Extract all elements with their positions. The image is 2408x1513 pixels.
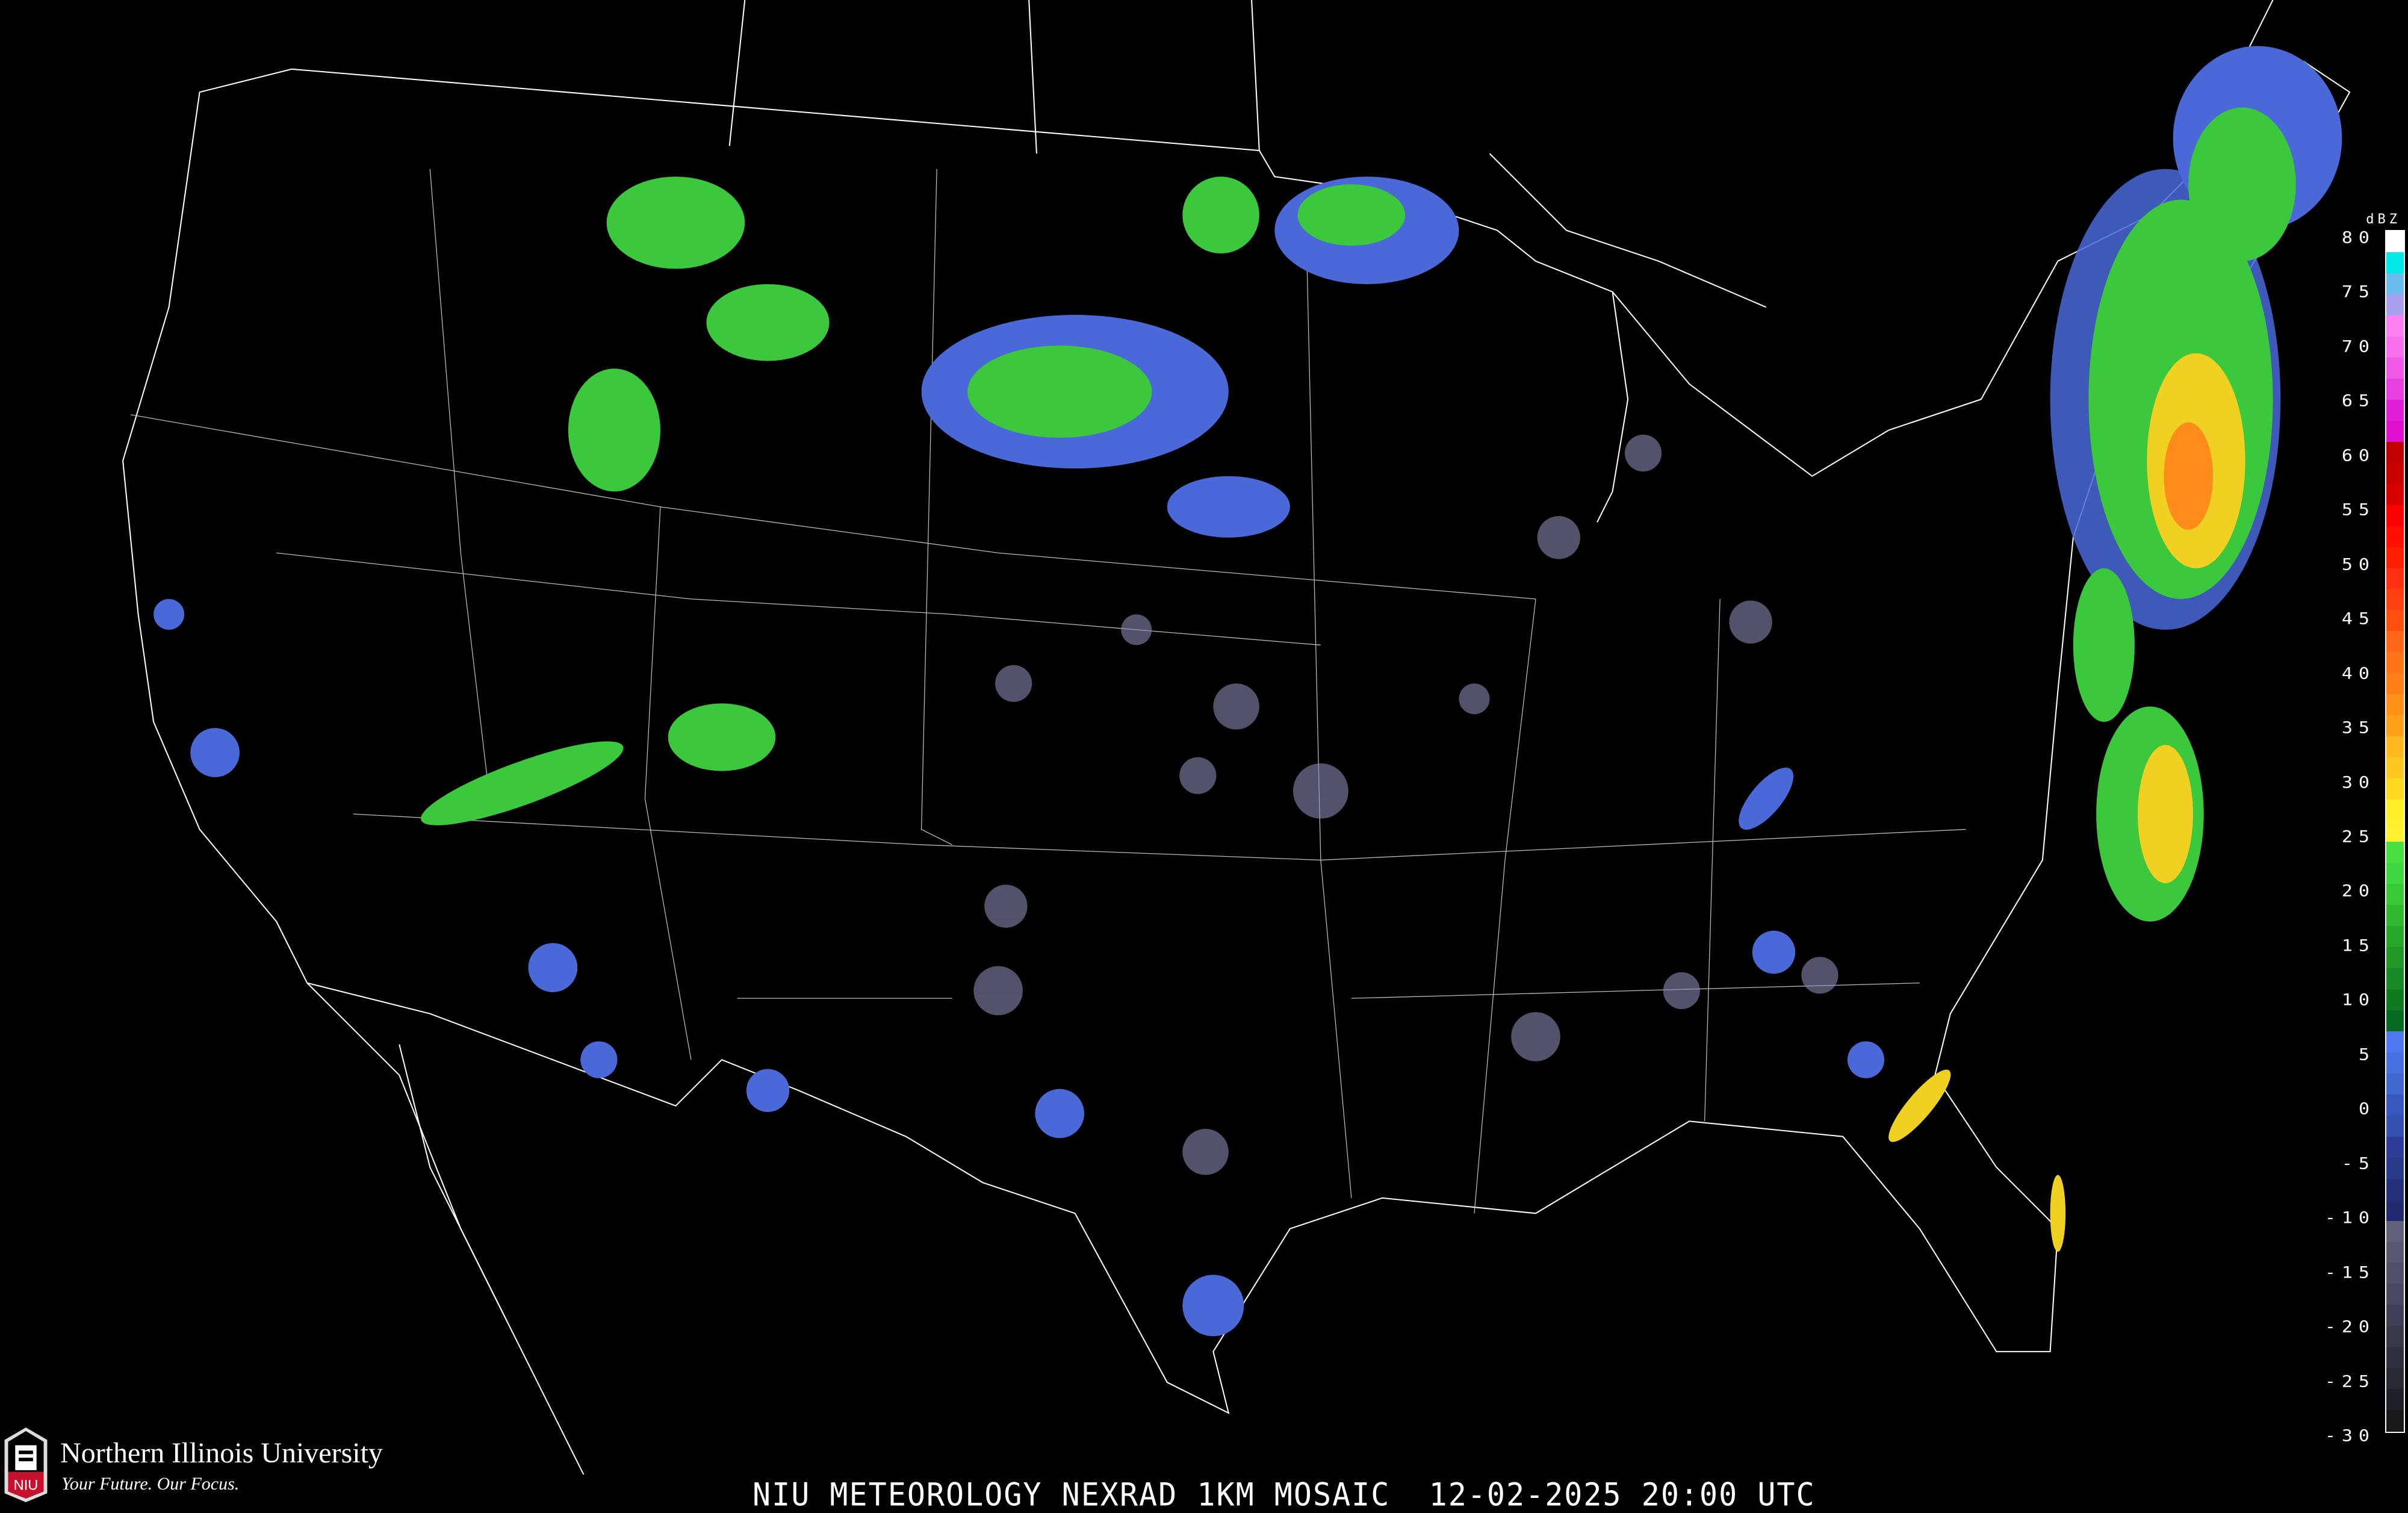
legend-swatch bbox=[2386, 1094, 2404, 1116]
legend-swatch bbox=[2386, 1052, 2404, 1073]
legend-tick-label: -25 bbox=[2324, 1372, 2375, 1391]
legend-swatch bbox=[2386, 1010, 2404, 1031]
legend-swatch bbox=[2386, 1115, 2404, 1137]
legend-swatch bbox=[2386, 989, 2404, 1010]
dbz-legend: dBZ 80 75 70 65 60 55 50 45 40 35 30 25 20 15 10 5 0 -5 -1… bbox=[2312, 205, 2408, 1457]
legend-swatch bbox=[2386, 778, 2404, 800]
legend-tick-label: 30 bbox=[2341, 772, 2375, 792]
legend-tick-label: 15 bbox=[2341, 936, 2375, 955]
legend-swatch bbox=[2386, 736, 2404, 758]
legend-swatch bbox=[2386, 568, 2404, 589]
legend-swatch bbox=[2386, 399, 2404, 421]
niu-shield-icon: NIU bbox=[4, 1427, 48, 1503]
logo-mark: NIU bbox=[14, 1477, 39, 1493]
legend-swatch bbox=[2386, 1284, 2404, 1305]
logo-tagline: Your Future. Our Focus. bbox=[61, 1474, 240, 1494]
legend-tick-label: 25 bbox=[2341, 827, 2375, 847]
legend-unit-label: dBZ bbox=[2366, 212, 2401, 227]
legend-swatch bbox=[2386, 905, 2404, 926]
legend-swatch bbox=[2386, 441, 2404, 463]
legend-swatch bbox=[2386, 526, 2404, 547]
legend-swatch bbox=[2386, 1410, 2404, 1432]
legend-swatch bbox=[2386, 673, 2404, 695]
legend-tick-label: 60 bbox=[2341, 446, 2375, 465]
legend-swatch bbox=[2386, 884, 2404, 905]
legend-tick-label: 45 bbox=[2341, 609, 2375, 629]
legend-tick-label: -15 bbox=[2324, 1263, 2375, 1282]
legend-swatch bbox=[2386, 1199, 2404, 1221]
legend-swatch bbox=[2386, 294, 2404, 315]
legend-tick-label: 70 bbox=[2341, 337, 2375, 356]
niu-logo: NIU Northern Illinois University Your Fu… bbox=[2, 1426, 448, 1504]
legend-swatch bbox=[2386, 863, 2404, 884]
legend-swatch bbox=[2386, 505, 2404, 526]
legend-swatch bbox=[2386, 694, 2404, 716]
legend-swatch bbox=[2386, 483, 2404, 505]
legend-swatch bbox=[2386, 462, 2404, 484]
legend-tick-label: 10 bbox=[2341, 990, 2375, 1010]
legend-swatch bbox=[2386, 652, 2404, 674]
legend-swatch bbox=[2386, 273, 2404, 294]
legend-swatch bbox=[2386, 1241, 2404, 1263]
legend-swatch bbox=[2386, 1347, 2404, 1369]
legend-swatch bbox=[2386, 231, 2404, 252]
legend-swatch bbox=[2386, 1263, 2404, 1284]
legend-swatch bbox=[2386, 1157, 2404, 1179]
radar-echoes bbox=[154, 46, 2342, 1337]
legend-tick-label: 55 bbox=[2341, 500, 2375, 520]
legend-swatch bbox=[2386, 1389, 2404, 1411]
legend-color-bar bbox=[2385, 230, 2405, 1433]
legend-swatch bbox=[2386, 547, 2404, 568]
legend-tick-label: 20 bbox=[2341, 881, 2375, 901]
legend-swatch bbox=[2386, 715, 2404, 737]
logo-name: Northern Illinois University bbox=[60, 1437, 383, 1469]
legend-swatch bbox=[2386, 315, 2404, 337]
legend-swatch bbox=[2386, 610, 2404, 632]
legend-swatch bbox=[2386, 842, 2404, 863]
legend-swatch bbox=[2386, 252, 2404, 273]
map-title: NIU METEOROLOGY NEXRAD 1KM MOSAIC 12-02-… bbox=[752, 1476, 1816, 1513]
legend-tick-label: 5 bbox=[2358, 1045, 2375, 1064]
legend-swatch bbox=[2386, 1368, 2404, 1390]
legend-swatch bbox=[2386, 1326, 2404, 1347]
legend-tick-label: -10 bbox=[2324, 1208, 2375, 1228]
legend-swatch bbox=[2386, 968, 2404, 989]
legend-swatch bbox=[2386, 420, 2404, 442]
legend-swatch bbox=[2386, 378, 2404, 400]
legend-swatch bbox=[2386, 757, 2404, 779]
legend-swatch bbox=[2386, 631, 2404, 653]
legend-tick-label: -30 bbox=[2324, 1426, 2375, 1446]
legend-tick-label: 50 bbox=[2341, 555, 2375, 574]
legend-swatch bbox=[2386, 800, 2404, 821]
legend-swatch bbox=[2386, 357, 2404, 379]
legend-swatch bbox=[2386, 1178, 2404, 1200]
legend-tick-label: 0 bbox=[2358, 1099, 2375, 1119]
legend-tick-label: -5 bbox=[2341, 1154, 2375, 1173]
legend-tick-label: 75 bbox=[2341, 282, 2375, 302]
legend-swatch bbox=[2386, 1073, 2404, 1095]
legend-tick-label: 35 bbox=[2341, 718, 2375, 738]
legend-tick-label: 80 bbox=[2341, 228, 2375, 247]
legend-swatch bbox=[2386, 946, 2404, 968]
legend-swatch bbox=[2386, 589, 2404, 610]
legend-swatch bbox=[2386, 1031, 2404, 1052]
legend-swatch bbox=[2386, 336, 2404, 358]
legend-tick-label: 65 bbox=[2341, 391, 2375, 411]
legend-swatch bbox=[2386, 1136, 2404, 1158]
state-borders bbox=[130, 169, 1966, 1214]
legend-swatch bbox=[2386, 1305, 2404, 1326]
legend-swatch bbox=[2386, 925, 2404, 947]
legend-tick-label: -20 bbox=[2324, 1317, 2375, 1337]
legend-tick-label: 40 bbox=[2341, 663, 2375, 683]
legend-swatch bbox=[2386, 821, 2404, 842]
legend-swatch bbox=[2386, 1220, 2404, 1242]
